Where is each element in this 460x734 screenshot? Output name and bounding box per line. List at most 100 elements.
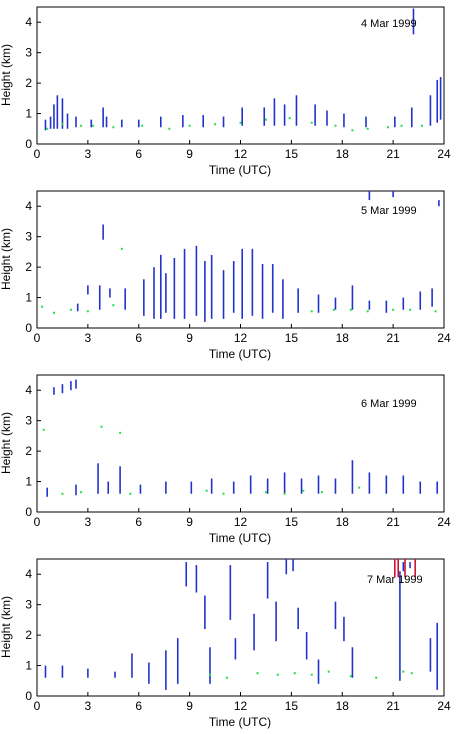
data-point bbox=[52, 311, 55, 314]
x-tick-label: 12 bbox=[234, 515, 248, 529]
data-point bbox=[358, 486, 361, 489]
x-tick-label: 3 bbox=[85, 699, 92, 713]
plot-marks bbox=[42, 379, 439, 497]
x-tick-label: 3 bbox=[85, 331, 92, 345]
data-point bbox=[310, 310, 313, 313]
x-tick-label: 12 bbox=[234, 699, 248, 713]
data-point bbox=[256, 672, 259, 675]
x-axis: 0 3 6 9 12 15 18 21 24 bbox=[34, 324, 451, 345]
x-tick-label: 21 bbox=[386, 699, 400, 713]
x-axis-title: Time (UTC) bbox=[209, 347, 271, 361]
y-tick-label: 4 bbox=[25, 567, 32, 581]
data-point bbox=[327, 670, 330, 673]
data-point bbox=[42, 428, 45, 431]
y-tick-label: 2 bbox=[25, 260, 32, 274]
data-point bbox=[409, 308, 412, 311]
panel-date-label: 4 Mar 1999 bbox=[361, 18, 417, 30]
data-point bbox=[288, 117, 291, 120]
data-point bbox=[332, 308, 335, 311]
y-tick-label: 2 bbox=[25, 628, 32, 642]
data-point bbox=[349, 675, 352, 678]
y-axis: 0 1 2 3 4 bbox=[25, 199, 41, 335]
x-tick-label: 12 bbox=[234, 331, 248, 345]
plot-frame bbox=[36, 190, 445, 329]
panel-date-label: 7 Mar 1999 bbox=[367, 574, 423, 586]
x-axis-title: Time (UTC) bbox=[209, 531, 271, 545]
data-point bbox=[80, 124, 83, 127]
data-point bbox=[366, 127, 369, 130]
x-tick-label: 9 bbox=[186, 515, 193, 529]
data-point bbox=[100, 425, 103, 428]
x-tick-label: 15 bbox=[285, 515, 299, 529]
data-point bbox=[120, 247, 123, 250]
y-tick-label: 3 bbox=[25, 598, 32, 612]
data-point bbox=[351, 129, 354, 132]
data-point bbox=[214, 123, 217, 126]
data-point bbox=[400, 124, 403, 127]
y-axis-title: Height (km) bbox=[0, 228, 13, 290]
x-tick-label: 18 bbox=[336, 515, 350, 529]
x-tick-label: 3 bbox=[85, 147, 92, 161]
data-point bbox=[141, 124, 144, 127]
x-tick-label: 15 bbox=[285, 331, 299, 345]
x-tick-label: 0 bbox=[34, 147, 41, 161]
y-tick-label: 0 bbox=[25, 137, 32, 151]
y-axis: 0 1 2 3 4 bbox=[25, 383, 41, 519]
x-tick-label: 18 bbox=[336, 699, 350, 713]
x-tick-label: 18 bbox=[336, 331, 350, 345]
data-point bbox=[119, 431, 122, 434]
data-point bbox=[293, 672, 296, 675]
x-tick-label: 0 bbox=[34, 331, 41, 345]
data-point bbox=[320, 491, 323, 494]
x-axis: 0 3 6 9 12 15 18 21 24 bbox=[34, 692, 451, 713]
x-tick-label: 12 bbox=[234, 147, 248, 161]
y-tick-label: 1 bbox=[25, 659, 32, 673]
y-tick-label: 3 bbox=[25, 46, 32, 60]
x-tick-label: 6 bbox=[135, 699, 142, 713]
x-tick-label: 9 bbox=[186, 699, 193, 713]
y-axis: 0 1 2 3 4 bbox=[25, 15, 41, 151]
plot-frame bbox=[36, 374, 445, 513]
y-tick-label: 0 bbox=[25, 689, 32, 703]
y-tick-label: 4 bbox=[25, 15, 32, 29]
data-point bbox=[168, 127, 171, 130]
plot-marks bbox=[44, 559, 439, 690]
y-tick-label: 4 bbox=[25, 383, 32, 397]
x-tick-label: 6 bbox=[135, 331, 142, 345]
x-axis-title: Time (UTC) bbox=[209, 715, 271, 729]
data-point bbox=[283, 492, 286, 495]
y-tick-label: 4 bbox=[25, 199, 32, 213]
data-point bbox=[387, 126, 390, 129]
data-point bbox=[402, 670, 405, 673]
data-point bbox=[222, 492, 225, 495]
data-point bbox=[264, 118, 267, 121]
y-tick-label: 1 bbox=[25, 107, 32, 121]
x-tick-label: 0 bbox=[34, 515, 41, 529]
y-axis: 0 1 2 3 4 bbox=[25, 567, 41, 703]
plot-frame bbox=[36, 6, 445, 145]
data-point bbox=[276, 673, 279, 676]
y-tick-label: 1 bbox=[25, 475, 32, 489]
x-tick-label: 6 bbox=[135, 515, 142, 529]
data-point bbox=[392, 308, 395, 311]
x-axis-title: Time (UTC) bbox=[209, 163, 271, 177]
data-point bbox=[239, 121, 242, 124]
x-tick-label: 24 bbox=[437, 331, 451, 345]
data-point bbox=[112, 126, 115, 129]
x-tick-label: 24 bbox=[437, 147, 451, 161]
plot-marks bbox=[41, 191, 440, 322]
data-point bbox=[310, 121, 313, 124]
data-point bbox=[310, 673, 313, 676]
data-point bbox=[112, 304, 115, 307]
plot-frame bbox=[36, 558, 445, 697]
data-point bbox=[129, 492, 132, 495]
y-axis-title: Height (km) bbox=[0, 596, 13, 658]
x-axis: 0 3 6 9 12 15 18 21 24 bbox=[34, 140, 451, 161]
y-tick-label: 2 bbox=[25, 76, 32, 90]
data-point bbox=[434, 310, 437, 313]
data-point bbox=[91, 124, 94, 127]
